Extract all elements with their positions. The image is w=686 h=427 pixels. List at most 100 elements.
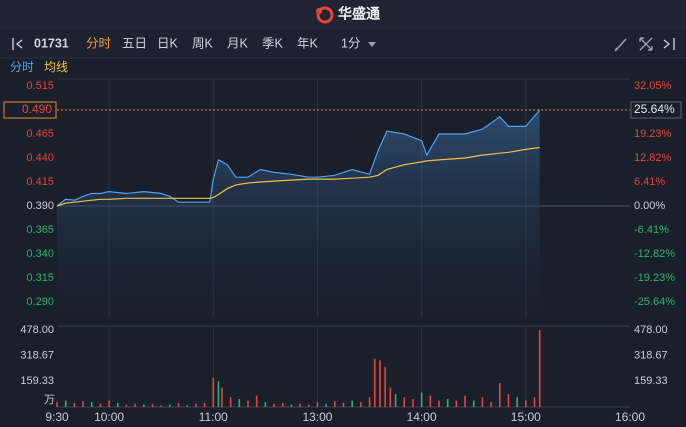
- volume-bar: [507, 394, 510, 407]
- volume-unit: 万: [44, 394, 55, 406]
- x-tick-label: 15:00: [511, 410, 541, 424]
- volume-bar: [99, 403, 102, 407]
- volume-bar: [143, 404, 145, 407]
- volume-bar: [533, 397, 536, 407]
- period-tab[interactable]: 季K: [262, 36, 284, 50]
- volume-bar: [498, 382, 501, 407]
- legend-price[interactable]: 分时: [10, 60, 34, 74]
- volume-tick-label: 478.00: [634, 324, 668, 336]
- price-line: [56, 109, 541, 207]
- x-tick-label: 9:30: [45, 410, 69, 424]
- volume-bar: [264, 402, 267, 407]
- volume-bar: [429, 395, 432, 407]
- interval-select[interactable]: 1分: [341, 36, 360, 50]
- y2-tick-label: -25.64%: [634, 296, 675, 308]
- current-price-box: [3, 101, 57, 119]
- volume-bar: [420, 392, 423, 407]
- y-tick-label: 0.415: [26, 176, 54, 188]
- volume-bar: [389, 387, 392, 407]
- volume-bar: [160, 405, 162, 407]
- expand-icon[interactable]: [663, 38, 675, 50]
- volume-bar: [82, 401, 84, 407]
- volume-bar: [525, 400, 527, 407]
- x-tick-label: 10:00: [94, 410, 124, 424]
- volume-bar: [455, 400, 458, 407]
- volume-tick-label: 318.67: [20, 350, 54, 362]
- volume-tick-label: 478.00: [20, 324, 54, 336]
- volume-bar: [195, 403, 197, 407]
- period-tab[interactable]: 日K: [157, 36, 179, 50]
- y2-tick-label: 19.23%: [634, 128, 672, 140]
- volume-bar: [412, 398, 414, 407]
- collapse-icon[interactable]: [12, 38, 23, 50]
- dropdown-arrow[interactable]: [368, 42, 376, 47]
- volume-tick-label: 318.67: [634, 350, 668, 362]
- volume-bar: [325, 403, 327, 407]
- volume-bar: [247, 400, 249, 407]
- y-tick-label: 0.515: [26, 80, 54, 92]
- volume-bar: [299, 403, 301, 407]
- period-tab[interactable]: 五日: [122, 36, 147, 50]
- volume-bar: [481, 397, 484, 407]
- y-tick-label: 0.290: [26, 296, 54, 308]
- volume-bar: [351, 400, 353, 407]
- legend-average[interactable]: 均线: [44, 60, 68, 74]
- volume-bar: [116, 402, 119, 407]
- volume-bar: [373, 358, 376, 407]
- header-bar: [0, 0, 686, 30]
- volume-bar: [472, 400, 475, 407]
- period-tab[interactable]: 分时: [86, 36, 112, 50]
- x-tick-label: 16:00: [615, 410, 645, 424]
- y2-tick-label: -12.82%: [634, 248, 675, 260]
- app-title: 华盛通: [338, 6, 380, 22]
- volume-bar: [238, 398, 241, 407]
- average-line: [56, 146, 540, 207]
- volume-bar: [255, 395, 258, 407]
- y-tick-label: 0.315: [26, 272, 54, 284]
- volume-bar: [217, 381, 220, 407]
- period-tab[interactable]: 周K: [192, 36, 214, 50]
- volume-bar: [177, 402, 180, 407]
- volume-bar: [108, 400, 110, 407]
- x-tick-label: 14:00: [407, 410, 437, 424]
- volume-bar: [360, 402, 362, 407]
- y2-tick-label: 12.82%: [634, 152, 672, 164]
- volume-bar: [342, 402, 345, 407]
- volume-bar: [203, 402, 206, 407]
- y2-tick-label: 6.41%: [634, 176, 665, 188]
- volume-tick-label: 159.33: [20, 375, 54, 387]
- x-tick-label: 13:00: [302, 410, 332, 424]
- volume-bar: [394, 394, 397, 407]
- volume-bar: [221, 387, 223, 407]
- volume-bar: [379, 360, 381, 407]
- x-tick-label: 11:00: [199, 410, 228, 424]
- logo: [316, 6, 334, 24]
- volume-bar: [186, 405, 189, 407]
- volume-bar: [334, 401, 336, 407]
- volume-tick-label: 159.33: [634, 375, 668, 387]
- volume-bar: [169, 404, 171, 407]
- y2-tick-label: -19.23%: [634, 272, 675, 284]
- fullscreen-icon[interactable]: [639, 37, 653, 51]
- draw-icon[interactable]: [614, 38, 627, 52]
- volume-bar: [64, 400, 67, 407]
- y-tick-label: 0.390: [26, 200, 54, 212]
- volume-bar: [73, 402, 76, 407]
- y2-tick-label: 0.00%: [634, 200, 665, 212]
- stock-code: 01731: [34, 36, 69, 50]
- volume-bar: [368, 397, 371, 407]
- y-tick-label: 0.465: [26, 128, 54, 140]
- volume-bar: [151, 403, 154, 407]
- volume-bar: [90, 402, 93, 407]
- period-tab[interactable]: 年K: [297, 36, 319, 50]
- toolbar: [0, 30, 686, 58]
- volume-bar: [538, 330, 541, 407]
- current-pct-box: [630, 101, 682, 119]
- volume-bar: [490, 402, 492, 407]
- y-tick-label: 0.365: [26, 224, 54, 236]
- period-tab[interactable]: 月K: [227, 36, 249, 50]
- current-pct-label: 25.64%: [634, 102, 675, 116]
- volume-bar: [384, 366, 386, 407]
